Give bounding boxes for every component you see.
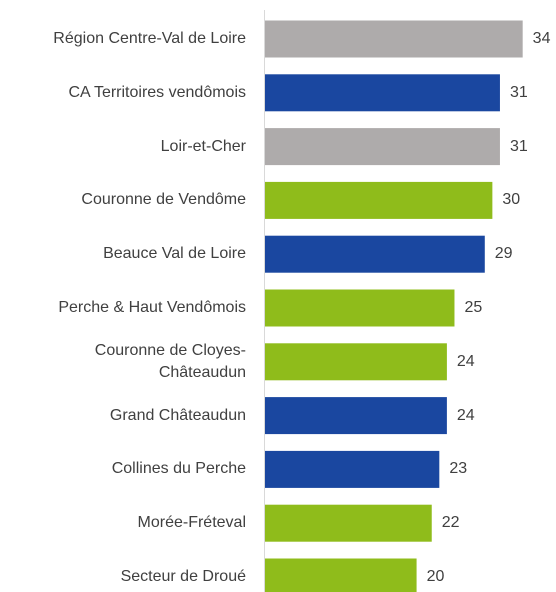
value-label: 20	[426, 568, 445, 585]
value-label: 31	[509, 137, 528, 155]
value-label: 31	[509, 83, 528, 101]
bar	[265, 74, 500, 112]
category-label: CA Territoires vendômois	[68, 83, 246, 101]
bar	[265, 343, 447, 381]
bar	[265, 289, 455, 327]
category-label: Collines du Perche	[111, 460, 246, 478]
category-label: Couronne de Cloyes- Châteaudun	[94, 341, 246, 381]
value-label: 23	[449, 460, 468, 478]
value-label: 22	[441, 514, 460, 532]
value-label: 24	[456, 406, 475, 424]
category-label: Grand Châteaudun	[109, 406, 246, 424]
value-label: 29	[494, 245, 513, 263]
category-label: Loir-et-Cher	[160, 137, 246, 155]
category-label: Région Centre-Val de Loire	[53, 30, 246, 47]
bar	[265, 235, 485, 273]
bar	[265, 20, 523, 58]
category-label: Perche & Haut Vendômois	[58, 299, 246, 316]
value-label: 24	[456, 352, 475, 370]
bar	[265, 504, 432, 542]
bar	[265, 128, 500, 166]
bar	[265, 558, 417, 592]
category-label: Couronne de Vendôme	[81, 191, 246, 209]
value-label: 34	[532, 30, 551, 47]
bar	[265, 450, 440, 488]
category-label: Morée-Fréteval	[137, 514, 246, 532]
category-label: Secteur de Droué	[120, 568, 246, 585]
value-label: 25	[464, 299, 483, 316]
bar	[265, 397, 447, 435]
value-label: 30	[502, 191, 521, 209]
bar	[265, 181, 493, 219]
category-label: Beauce Val de Loire	[103, 245, 246, 263]
